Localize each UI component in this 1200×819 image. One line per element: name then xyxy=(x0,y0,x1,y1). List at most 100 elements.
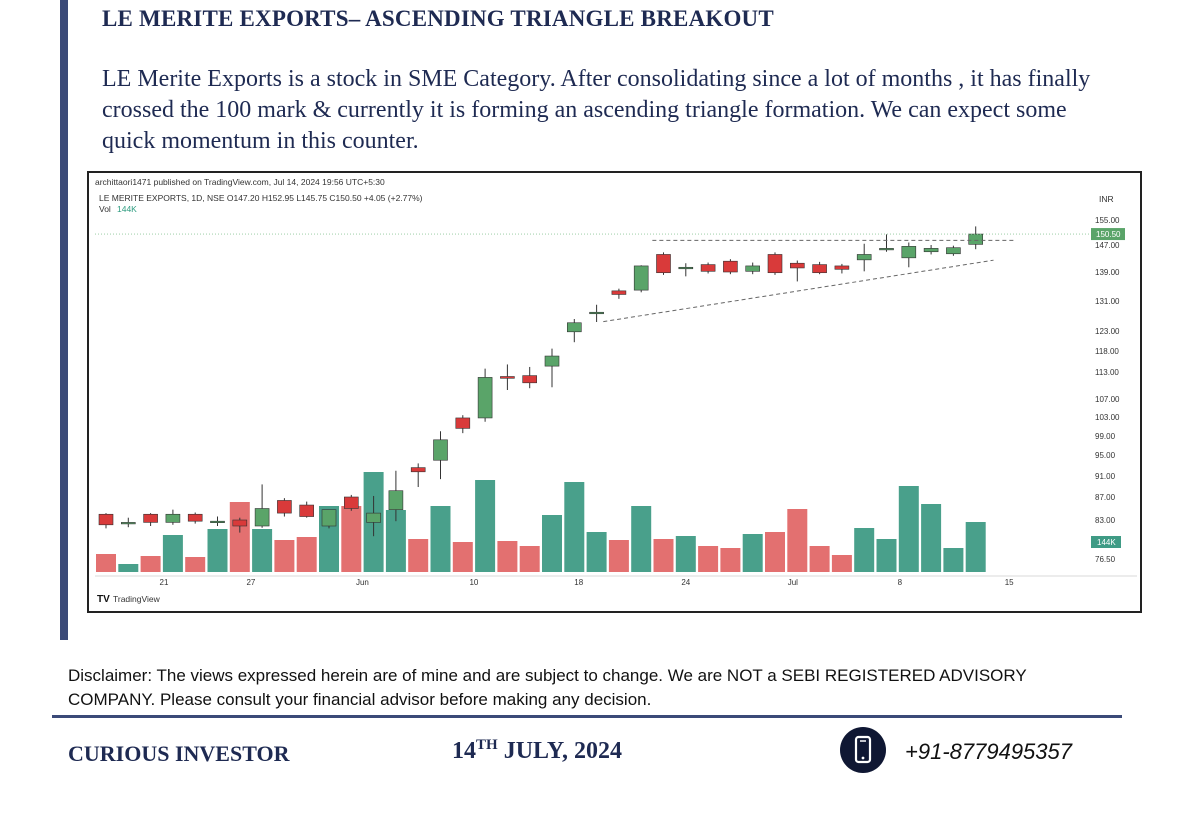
volume-bar xyxy=(542,515,562,572)
last-price-label: 150.50 xyxy=(1096,230,1121,239)
volume-bar xyxy=(720,548,741,572)
volume-label: Vol xyxy=(99,204,111,214)
candle-body xyxy=(254,508,270,527)
x-tick-label: 21 xyxy=(160,578,169,587)
x-tick-label: 10 xyxy=(469,578,478,587)
tradingview-brand: TradingView xyxy=(113,594,161,604)
chart-frame[interactable]: archittaori1471 published on TradingView… xyxy=(87,171,1142,613)
volume-bar xyxy=(274,540,295,572)
volume-bar xyxy=(341,506,362,572)
candle-body xyxy=(277,500,292,514)
brand-name: CURIOUS INVESTOR xyxy=(68,741,290,766)
volume-bar xyxy=(586,532,607,572)
candle-body xyxy=(789,262,805,269)
volume-bar xyxy=(787,509,808,572)
volume-bar xyxy=(162,535,183,572)
mobile-phone-icon xyxy=(840,727,886,773)
candle-body xyxy=(923,248,939,253)
candle-body xyxy=(120,522,136,525)
volume-bar xyxy=(96,554,116,572)
page-title: LE MERITE EXPORTS– ASCENDING TRIANGLE BR… xyxy=(102,6,774,31)
description-text: LE Merite Exports is a stock in SME Cate… xyxy=(102,66,1091,154)
y-tick-label: 103.00 xyxy=(1095,413,1120,422)
candle-body xyxy=(812,264,827,274)
volume-bar xyxy=(742,534,763,572)
candle-body xyxy=(410,467,426,473)
candle-body xyxy=(522,375,538,384)
candle-body xyxy=(455,417,471,429)
x-tick-label: 8 xyxy=(898,578,903,587)
candle-body xyxy=(678,266,694,270)
volume-bar xyxy=(675,536,696,572)
x-tick-label: 24 xyxy=(681,578,690,587)
volume-tag xyxy=(1091,536,1121,548)
candle-body xyxy=(879,248,894,251)
y-tick-label: 155.00 xyxy=(1095,216,1120,225)
candle-body xyxy=(611,290,627,295)
candle-body xyxy=(700,264,716,272)
footer-divider xyxy=(52,715,1122,718)
x-tick-label: 18 xyxy=(574,578,583,587)
left-accent-bar xyxy=(60,0,68,640)
tradingview-logo-mark: TV xyxy=(97,594,110,605)
candle-body xyxy=(856,254,872,261)
tradingview-logo: TV TradingView xyxy=(97,594,161,605)
candle-body xyxy=(232,519,248,527)
volume-bar xyxy=(608,540,629,572)
volume-bar xyxy=(229,502,250,572)
volume-bar xyxy=(898,486,919,572)
phone-number[interactable]: +91-8779495357 xyxy=(905,739,1072,764)
date-rest: JULY, 2024 xyxy=(497,738,622,764)
candle-body xyxy=(187,513,203,522)
y-tick-label: 139.00 xyxy=(1095,268,1120,277)
candle-body xyxy=(143,513,158,523)
volume-bar xyxy=(698,546,719,572)
y-tick-label: 107.00 xyxy=(1095,395,1120,404)
candle-body xyxy=(589,311,604,315)
volume-bar xyxy=(653,539,674,572)
candle-body xyxy=(968,233,984,245)
x-tick-label: Jul xyxy=(788,578,798,587)
volume-bar xyxy=(519,546,540,572)
candle-body xyxy=(433,439,448,461)
last-price-tag xyxy=(1091,228,1125,241)
volume-bar xyxy=(452,542,473,572)
volume-bar xyxy=(475,480,496,572)
candle-body xyxy=(834,265,850,270)
candlestick-chart[interactable]: archittaori1471 published on TradingView… xyxy=(89,173,1140,611)
candle-body xyxy=(656,254,671,274)
volume-bar xyxy=(854,528,875,572)
candle-body xyxy=(723,260,738,273)
candle-body xyxy=(633,265,649,291)
x-tick-label: 15 xyxy=(1005,578,1014,587)
volume-bar xyxy=(185,557,206,572)
y-tick-label: 147.00 xyxy=(1095,241,1120,250)
volume-bar xyxy=(430,506,451,572)
candle-body xyxy=(745,265,761,272)
volume-bar xyxy=(207,529,228,572)
candle-body xyxy=(366,512,381,523)
date-suffix: TH xyxy=(476,737,498,753)
volume-bar xyxy=(385,510,406,572)
candle-body xyxy=(767,254,783,274)
volume-bar xyxy=(564,482,585,572)
candle-body xyxy=(566,322,582,333)
volume-value: 144K xyxy=(117,204,137,214)
support-line xyxy=(603,259,994,323)
candle-body xyxy=(946,247,961,255)
volume-bar xyxy=(809,546,830,572)
candle-body xyxy=(299,504,314,517)
candle-body xyxy=(98,513,114,526)
candle-body xyxy=(901,246,917,259)
disclaimer-text: Disclaimer: The views expressed herein a… xyxy=(68,666,1027,709)
volume-bar xyxy=(408,539,429,572)
candle-body xyxy=(321,509,337,527)
date-day: 14 xyxy=(452,738,476,764)
candle-body xyxy=(500,376,515,379)
symbol-info-text: LE MERITE EXPORTS, 1D, NSE O147.20 H152.… xyxy=(99,193,423,203)
y-tick-label: 123.00 xyxy=(1095,327,1120,336)
published-by-text: archittaori1471 published on TradingView… xyxy=(95,177,385,187)
y-tick-label: 91.00 xyxy=(1095,472,1116,481)
volume-bar xyxy=(140,556,161,572)
y-tick-label: 131.00 xyxy=(1095,297,1120,306)
